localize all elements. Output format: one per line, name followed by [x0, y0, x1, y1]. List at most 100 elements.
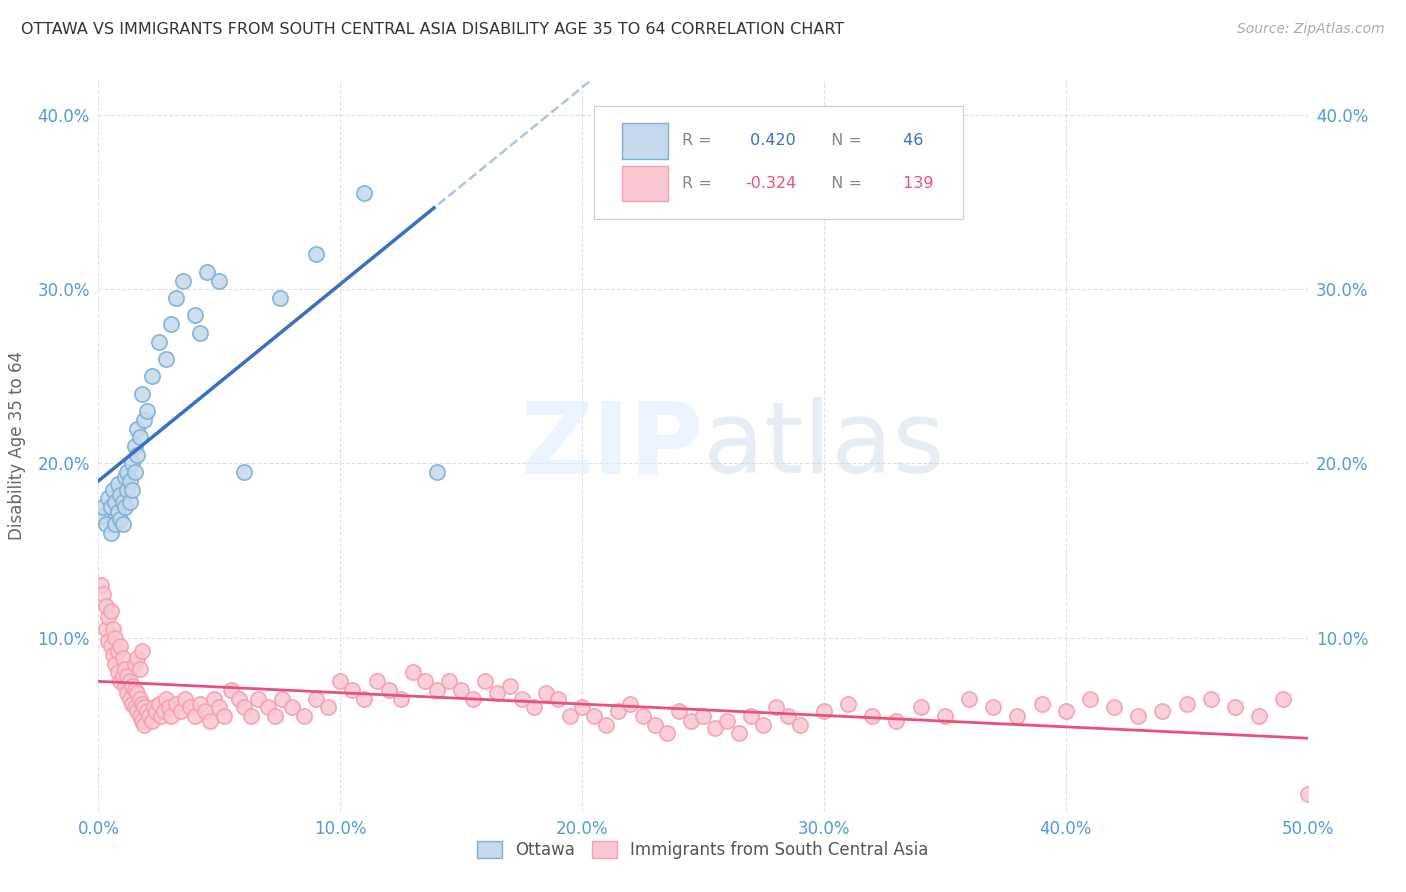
Point [860, 709, 883, 723]
Point [607, 704, 630, 718]
Point [118, 474, 141, 488]
Point [108, 674, 131, 689]
Point [127, 686, 149, 700]
Point [1223, 700, 1246, 714]
Point [668, 704, 690, 718]
Point [114, 679, 136, 693]
Point [111, 669, 134, 683]
Point [886, 714, 908, 728]
Point [111, 651, 134, 665]
Point [107, 644, 129, 658]
Point [104, 494, 127, 508]
Point [1393, 761, 1406, 775]
Point [450, 682, 472, 697]
Point [117, 465, 139, 479]
Point [1369, 756, 1392, 770]
Point [128, 691, 150, 706]
Point [377, 682, 399, 697]
Text: N =: N = [821, 176, 868, 191]
Point [212, 709, 235, 723]
Text: -0.324: -0.324 [745, 176, 797, 191]
Point [264, 709, 287, 723]
Point [1199, 691, 1222, 706]
Text: N =: N = [821, 134, 868, 148]
Point [1031, 697, 1053, 711]
Point [716, 714, 738, 728]
Point [127, 448, 149, 462]
Point [148, 334, 170, 349]
Point [402, 665, 425, 680]
Point [118, 494, 141, 508]
Point [619, 697, 641, 711]
Point [169, 704, 191, 718]
Point [94, 599, 117, 614]
Point [558, 709, 581, 723]
Point [121, 483, 143, 497]
Point [239, 709, 262, 723]
Point [271, 691, 294, 706]
Point [108, 512, 131, 526]
Text: atlas: atlas [703, 398, 945, 494]
Point [135, 704, 157, 718]
Point [232, 700, 254, 714]
Point [188, 697, 211, 711]
Point [94, 622, 117, 636]
Point [134, 413, 156, 427]
Point [114, 500, 136, 514]
Point [101, 648, 124, 662]
Point [571, 700, 593, 714]
Point [124, 657, 146, 671]
Point [1175, 697, 1198, 711]
Point [124, 700, 146, 714]
Point [188, 326, 211, 340]
Point [765, 700, 787, 714]
Point [121, 457, 143, 471]
Point [184, 309, 207, 323]
Point [100, 526, 122, 541]
Point [127, 651, 149, 665]
Point [644, 717, 666, 731]
Point [155, 351, 177, 366]
Text: 46: 46 [897, 134, 924, 148]
Point [100, 500, 122, 514]
Point [101, 622, 124, 636]
Bar [621, 123, 668, 159]
Point [366, 674, 388, 689]
Point [305, 247, 328, 261]
Point [145, 706, 167, 720]
Point [131, 386, 153, 401]
Point [97, 491, 120, 506]
Point [165, 697, 187, 711]
Point [813, 704, 835, 718]
Point [121, 697, 143, 711]
Point [100, 640, 122, 654]
Point [155, 691, 177, 706]
Point [104, 517, 127, 532]
Point [463, 691, 485, 706]
Point [1320, 752, 1343, 766]
Point [1344, 761, 1367, 775]
Point [195, 265, 218, 279]
Point [174, 691, 197, 706]
Point [510, 691, 533, 706]
Text: Source: ZipAtlas.com: Source: ZipAtlas.com [1237, 22, 1385, 37]
Point [837, 697, 859, 711]
Text: OTTAWA VS IMMIGRANTS FROM SOUTH CENTRAL ASIA DISABILITY AGE 35 TO 64 CORRELATION: OTTAWA VS IMMIGRANTS FROM SOUTH CENTRAL … [21, 22, 845, 37]
Point [104, 657, 127, 671]
Point [160, 317, 183, 331]
Point [117, 686, 139, 700]
Point [1078, 691, 1101, 706]
Point [127, 421, 149, 435]
Point [152, 704, 174, 718]
Point [128, 430, 150, 444]
Point [127, 704, 149, 718]
Point [91, 500, 114, 514]
Text: 139: 139 [897, 176, 934, 191]
Point [353, 691, 375, 706]
Point [256, 700, 278, 714]
Point [124, 682, 146, 697]
Point [179, 700, 201, 714]
Point [134, 700, 156, 714]
Point [160, 709, 183, 723]
Point [316, 700, 339, 714]
